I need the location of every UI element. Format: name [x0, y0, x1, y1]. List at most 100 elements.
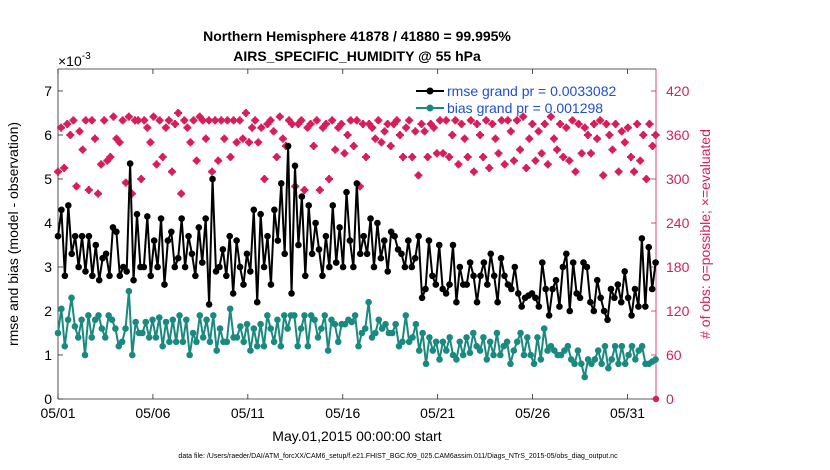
rmse-point [432, 281, 440, 288]
obs-count-point [63, 120, 72, 128]
bias-point [382, 320, 389, 328]
rmse-point [157, 215, 165, 222]
obs-count-point [106, 153, 115, 161]
rmse-point [319, 272, 326, 280]
rmse-point [593, 276, 601, 284]
obs-count-point [448, 131, 457, 139]
obs-count-point [531, 156, 540, 165]
bias-point [621, 360, 629, 368]
x-axis-label: May.01,2015 00:00:00 start [272, 428, 442, 444]
obs-count-point [392, 116, 401, 125]
obs-count-point [405, 116, 414, 125]
left-tick-label: 5 [44, 171, 52, 187]
bias-point [483, 356, 491, 363]
obs-count-point [248, 123, 257, 132]
obs-count-point [636, 156, 645, 165]
rmse-point [590, 307, 598, 315]
obs-count-point [593, 134, 602, 143]
obs-count-point [328, 116, 337, 125]
bias-point [179, 338, 187, 346]
x-tick-label: 05/16 [325, 405, 360, 421]
obs-count-point [87, 116, 96, 125]
rmse-point [611, 294, 618, 302]
rmse-point [600, 307, 608, 315]
rmse-point [549, 285, 556, 293]
bias-point [297, 325, 305, 332]
rmse-point [260, 263, 268, 271]
obs-count-point [143, 123, 152, 132]
obs-count-point [577, 149, 586, 158]
rmse-point [418, 294, 426, 302]
bias-point [615, 360, 622, 368]
bias-point [237, 323, 244, 330]
rmse-point [264, 232, 271, 240]
rmse-point [222, 272, 230, 280]
rmse-point [247, 268, 254, 275]
bias-point [216, 325, 224, 332]
obs-count-point [546, 112, 555, 121]
bias-point [223, 338, 231, 346]
bias-point [540, 325, 548, 332]
right-axis-ticks: 0 60 120 180 240 300 360 420 [651, 83, 690, 407]
bias-point [318, 325, 325, 332]
bias-point [469, 329, 477, 337]
rmse-point [401, 263, 409, 271]
obs-count-point [241, 109, 250, 117]
chart-title-line2: AIRS_SPECIFIC_HUMIDITY @ 55 hPa [233, 48, 481, 64]
bias-point [88, 334, 96, 341]
obs-count-point [220, 134, 229, 143]
rmse-point [147, 272, 155, 280]
obs-count-point [442, 116, 451, 125]
rmse-point [305, 202, 313, 209]
obs-count-point [543, 160, 552, 169]
bias-point [652, 356, 659, 363]
rmse-point [480, 259, 488, 266]
obs-count-point [78, 145, 87, 154]
obs-count-point [491, 134, 500, 143]
right-tick-label: 180 [666, 259, 690, 275]
obs-count-point [297, 116, 306, 125]
obs-count-point [620, 138, 629, 147]
bias-point [348, 318, 356, 326]
bias-point [81, 351, 89, 359]
rmse-point [597, 294, 604, 302]
rmse-point [126, 160, 134, 167]
obs-count-point [648, 142, 657, 150]
obs-count-point [260, 175, 269, 183]
obs-count-point [312, 116, 321, 125]
obs-count-point [368, 123, 377, 132]
bias-point [243, 320, 251, 328]
y-axis-exponent: ×10-3 [58, 51, 91, 69]
rmse-point [133, 210, 141, 218]
rmse-point [384, 268, 392, 275]
bias-point [118, 338, 126, 346]
obs-count-point [454, 160, 463, 169]
obs-count-point [651, 131, 660, 139]
rmse-point [161, 281, 168, 288]
bias-point [355, 342, 362, 350]
obs-count-series [54, 109, 660, 403]
bias-point [513, 338, 521, 346]
left-axis-ticks: 0 1 2 3 4 5 6 7 [44, 83, 63, 407]
bias-point [426, 334, 433, 341]
rmse-point [346, 237, 354, 244]
bias-point [578, 360, 585, 368]
bias-point [365, 298, 372, 306]
rmse-point [563, 250, 570, 258]
obs-count-point [208, 167, 217, 176]
rmse-point [652, 259, 659, 266]
rmse-point [312, 219, 319, 227]
obs-axis-zero-marker [652, 395, 660, 403]
rmse-point [150, 237, 158, 244]
obs-count-point [556, 120, 565, 128]
obs-count-point [254, 138, 263, 147]
bias-point [453, 356, 460, 363]
obs-count-point [439, 149, 448, 158]
rmse-point [301, 272, 309, 280]
right-tick-label: 240 [666, 215, 690, 231]
obs-count-point [519, 112, 528, 121]
obs-count-point [266, 116, 275, 125]
rmse-point [535, 303, 543, 310]
rmse-point [68, 250, 76, 258]
obs-count-point [325, 175, 334, 183]
